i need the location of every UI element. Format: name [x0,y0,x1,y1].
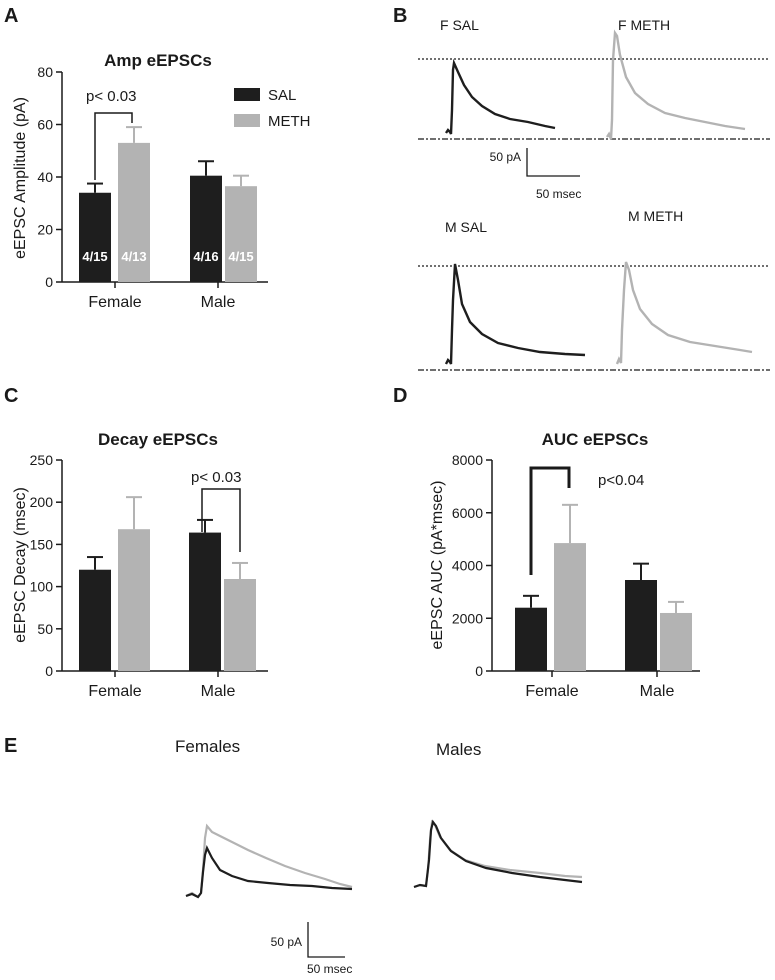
panel-c-ticks: 0 50 100 150 200 250 [30,452,219,679]
f-meth-trace [606,29,746,140]
legend-sal-swatch [234,88,260,101]
meth-bar [118,142,150,282]
category-label: Female [525,683,578,700]
panel-c-significance-bracket [201,488,241,552]
y-tick-label: 4000 [452,558,483,574]
panel-d-significance-bracket [529,466,571,575]
meth-bar [554,543,586,671]
m-meth-label: M METH [628,208,683,224]
panel-c-pvalue: p< 0.03 [191,469,241,486]
panel-c-y-axis-label: eEPSC Decay (msec) [12,487,29,643]
f-meth-label: F METH [618,17,670,33]
y-tick-label: 20 [37,222,53,238]
panel-d-title: AUC eEPSCs [542,430,649,449]
y-tick-label: 6000 [452,505,483,521]
females-meth-trace [185,823,353,899]
panel-d: D AUC eEPSCs eEPSC AUC (pA*msec) 0 2000 40… [393,385,700,700]
panel-b-letter: B [393,5,407,27]
legend-meth-label: METH [268,113,311,130]
y-tick-label: 8000 [452,452,483,468]
category-label: Male [640,683,675,700]
panel-a-ticks: 0 20 40 60 80 [37,64,219,290]
y-tick-label: 0 [475,663,483,679]
f-sal-trace [445,58,556,135]
n-label: 4/13 [121,249,146,264]
n-label: 4/15 [228,249,253,264]
e-scale-bar [307,922,345,958]
meth-bar [225,186,257,282]
panel-b: B F SAL F METH M SAL M METH 50 pA 50 mse… [393,5,770,371]
e-scale-y-label: 50 pA [271,935,302,949]
y-tick-label: 60 [37,117,53,133]
f-sal-label: F SAL [440,17,479,33]
category-label: Female [88,294,141,311]
panel-a-categories: Female Male [88,294,235,311]
sal-bar [515,607,547,671]
males-sal-trace [413,819,583,889]
n-label: 4/15 [82,249,107,264]
y-tick-label: 2000 [452,610,483,626]
females-sal-trace [185,844,353,899]
sal-bar [79,569,111,671]
panel-c-bars [79,496,256,671]
m-sal-label: M SAL [445,219,487,235]
panel-c-title: Decay eEPSCs [98,430,218,449]
panel-a-y-axis-label: eEPSC Amplitude (pA) [12,97,29,259]
category-label: Female [88,683,141,700]
y-tick-label: 100 [30,579,54,595]
category-label: Male [201,294,236,311]
panel-c-letter: C [4,385,18,407]
panel-a-letter: A [4,5,18,27]
sal-bar [625,580,657,671]
y-tick-label: 250 [30,452,54,468]
meth-bar [660,612,692,671]
y-tick-label: 0 [45,663,53,679]
panel-a-significance-bracket [94,112,133,180]
meth-bar [118,529,150,671]
y-tick-label: 50 [37,621,53,637]
legend-meth-swatch [234,114,260,127]
panel-c-categories: Female Male [88,683,235,700]
males-label: Males [436,740,481,759]
meth-bar [224,579,256,671]
panel-e-letter: E [4,735,17,757]
m-meth-trace [615,261,753,365]
panel-a-bars: 4/15 4/16 4/13 4/15 [79,126,257,282]
legend-sal-label: SAL [268,87,296,104]
panel-d-y-axis-label: eEPSC AUC (pA*msec) [429,481,446,650]
panel-d-bars [515,503,692,671]
panel-e: E Females Males 50 pA 50 msec [4,735,583,976]
category-label: Male [201,683,236,700]
panel-a: A Amp eEPSCs eEPSC Amplitude (pA) 0 20 40 6… [4,5,311,311]
sal-bar [190,175,222,282]
panel-d-pvalue: p<0.04 [598,472,644,489]
panel-d-letter: D [393,385,407,407]
panel-c: C Decay eEPSCs eEPSC Decay (msec) 0 50 100… [4,385,268,700]
e-scale-x-label: 50 msec [307,962,352,976]
sal-bar [189,532,221,671]
y-tick-label: 0 [45,274,53,290]
y-tick-label: 200 [30,494,54,510]
panel-d-categories: Female Male [525,683,674,700]
b-scale-x-label: 50 msec [536,187,581,201]
panel-a-title: Amp eEPSCs [104,51,212,70]
y-tick-label: 150 [30,536,54,552]
y-tick-label: 80 [37,64,53,80]
panel-a-pvalue: p< 0.03 [86,88,136,105]
m-sal-trace [444,263,586,365]
sal-bar [79,192,111,282]
panel-d-ticks: 0 2000 4000 6000 8000 [452,452,658,679]
b-scale-bar [526,148,580,177]
females-label: Females [175,737,240,756]
b-scale-y-label: 50 pA [490,150,521,164]
y-tick-label: 40 [37,169,53,185]
n-label: 4/16 [193,249,218,264]
